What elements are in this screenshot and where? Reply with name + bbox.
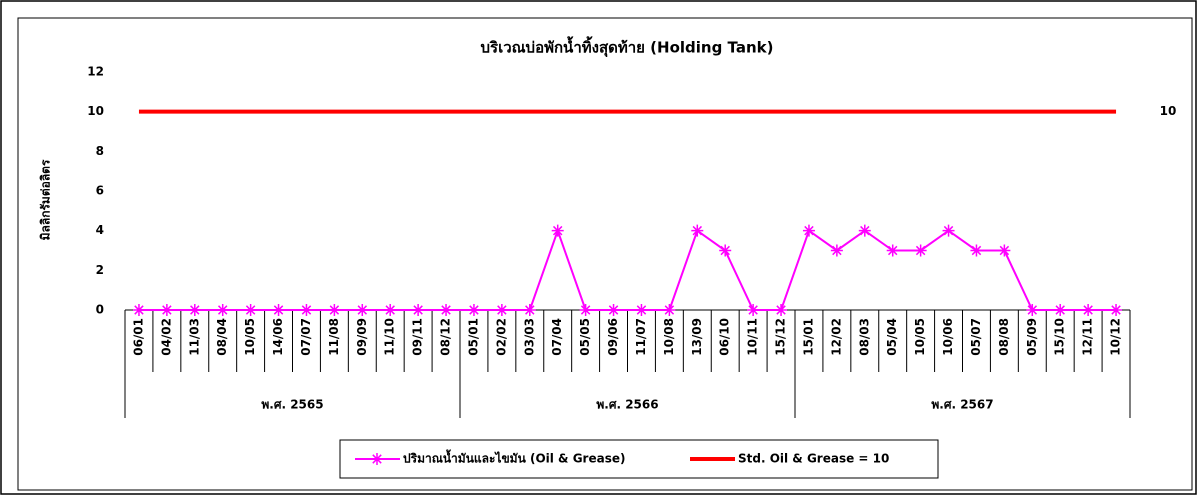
x-tick-label: 05/09 bbox=[1025, 318, 1039, 356]
point-marker bbox=[830, 244, 843, 257]
x-tick-label: 05/05 bbox=[578, 318, 592, 356]
x-tick-label: 10/05 bbox=[913, 318, 927, 356]
point-marker bbox=[132, 304, 145, 316]
x-tick-label: 11/03 bbox=[187, 318, 201, 356]
point-marker bbox=[440, 304, 453, 316]
x-tick-label: 05/04 bbox=[885, 318, 899, 356]
point-marker bbox=[412, 304, 425, 316]
point-marker bbox=[467, 304, 480, 316]
x-tick-label: 10/08 bbox=[662, 318, 676, 356]
group-label: พ.ศ. 2567 bbox=[931, 398, 993, 412]
point-marker bbox=[719, 244, 732, 257]
point-marker bbox=[914, 244, 927, 257]
point-marker bbox=[663, 304, 676, 316]
x-tick-label: 11/10 bbox=[383, 318, 397, 356]
point-marker bbox=[579, 304, 592, 316]
legend-label: ปริมาณน้ำมันและไขมัน (Oil & Grease) bbox=[403, 449, 625, 466]
point-marker bbox=[216, 304, 229, 316]
y-tick-label: 12 bbox=[87, 65, 104, 79]
x-tick-label: 10/06 bbox=[941, 318, 955, 356]
y-tick-label: 8 bbox=[96, 144, 104, 158]
y-tick-label: 6 bbox=[96, 184, 104, 198]
point-marker bbox=[244, 304, 257, 316]
x-tick-label: 14/06 bbox=[271, 318, 285, 356]
x-tick-label: 11/08 bbox=[327, 318, 341, 356]
point-marker bbox=[970, 244, 983, 257]
x-tick-label: 07/04 bbox=[550, 318, 564, 356]
x-tick-label: 13/09 bbox=[690, 318, 704, 356]
x-tick-label: 12/11 bbox=[1081, 318, 1095, 356]
x-tick-label: 09/06 bbox=[606, 318, 620, 356]
point-marker bbox=[1026, 304, 1039, 316]
y-tick-label: 10 bbox=[87, 104, 104, 118]
point-marker bbox=[635, 304, 648, 316]
x-tick-label: 07/07 bbox=[299, 318, 313, 356]
point-marker bbox=[747, 304, 760, 316]
x-tick-label: 05/07 bbox=[969, 318, 983, 356]
x-tick-label: 10/12 bbox=[1109, 318, 1123, 356]
x-tick-label: 08/08 bbox=[997, 318, 1011, 356]
series-line bbox=[138, 227, 1117, 311]
x-tick-label: 03/03 bbox=[522, 318, 536, 356]
group-label: พ.ศ. 2566 bbox=[596, 398, 658, 412]
x-tick-label: 08/04 bbox=[215, 318, 229, 356]
point-marker bbox=[775, 304, 788, 316]
x-tick-label: 04/02 bbox=[159, 318, 173, 356]
x-tick-label: 15/10 bbox=[1053, 318, 1067, 356]
legend-box bbox=[339, 439, 939, 479]
x-tick-label: 05/01 bbox=[466, 318, 480, 356]
y-tick-label: 4 bbox=[96, 223, 104, 237]
y-axis-label: มิลลิกรัมต่อลิตร bbox=[39, 159, 53, 240]
x-tick-label: 10/11 bbox=[746, 318, 760, 356]
x-tick-label: 11/07 bbox=[634, 318, 648, 356]
point-marker bbox=[998, 244, 1011, 257]
point-marker bbox=[384, 304, 397, 316]
chart-title: บริเวณบ่อพักน้ำทิ้งสุดท้าย (Holding Tank… bbox=[481, 36, 774, 58]
point-marker bbox=[300, 304, 313, 316]
data-label: 10 bbox=[1160, 104, 1177, 118]
x-tick-label: 15/12 bbox=[774, 318, 788, 356]
point-marker bbox=[551, 224, 564, 237]
point-marker bbox=[942, 224, 955, 237]
point-marker bbox=[356, 304, 369, 316]
x-tick-label: 02/02 bbox=[494, 318, 508, 356]
x-tick-label: 10/05 bbox=[243, 318, 257, 356]
x-tick-label: 12/02 bbox=[829, 318, 843, 356]
point-marker bbox=[328, 304, 341, 316]
point-marker bbox=[607, 304, 620, 316]
point-marker bbox=[691, 224, 704, 237]
x-tick-label: 09/11 bbox=[411, 318, 425, 356]
chart-border bbox=[17, 17, 1193, 491]
x-tick-label: 06/01 bbox=[131, 318, 145, 356]
x-tick-label: 08/12 bbox=[439, 318, 453, 356]
point-marker bbox=[886, 244, 899, 257]
x-tick-label: 15/01 bbox=[801, 318, 815, 356]
point-marker bbox=[160, 304, 173, 316]
y-tick-label: 2 bbox=[96, 263, 104, 277]
point-marker bbox=[802, 224, 815, 237]
x-tick-label: 08/03 bbox=[857, 318, 871, 356]
point-marker bbox=[495, 304, 508, 316]
point-marker bbox=[1082, 304, 1095, 316]
legend-marker bbox=[371, 453, 383, 465]
group-label: พ.ศ. 2565 bbox=[261, 398, 323, 412]
x-tick-label: 09/09 bbox=[355, 318, 369, 356]
y-tick-label: 0 bbox=[96, 303, 104, 317]
point-marker bbox=[858, 224, 871, 237]
legend-label: Std. Oil & Grease = 10 bbox=[738, 452, 889, 466]
point-marker bbox=[1110, 304, 1123, 316]
point-marker bbox=[1054, 304, 1067, 316]
point-marker bbox=[523, 304, 536, 316]
point-marker bbox=[272, 304, 285, 316]
point-marker bbox=[188, 304, 201, 316]
x-tick-label: 06/10 bbox=[718, 318, 732, 356]
